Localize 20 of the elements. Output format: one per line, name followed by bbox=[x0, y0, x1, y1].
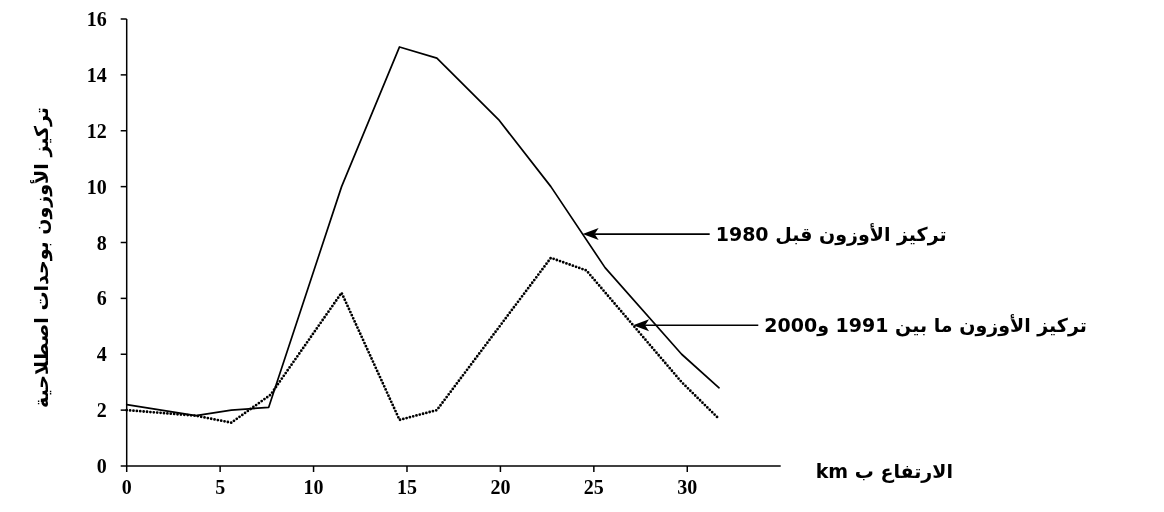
y-tick-label: 6 bbox=[96, 287, 107, 310]
y-tick-label: 12 bbox=[86, 119, 107, 142]
x-tick-label: 20 bbox=[490, 476, 511, 498]
text: تركيز الأوزون ما بين 1991 و2000 bbox=[764, 314, 1087, 338]
x-tick-label: 5 bbox=[215, 476, 226, 498]
text: تركيز الأوزون قبل 1980 bbox=[715, 223, 947, 247]
y-axis-title: تركيز الأوزون بوحدات اصطلاحية bbox=[30, 107, 53, 408]
x-tick-label: 25 bbox=[583, 476, 604, 498]
y-tick-label: 2 bbox=[96, 399, 107, 422]
y-tick-label: 8 bbox=[96, 231, 107, 254]
y-tick-label: 0 bbox=[96, 455, 107, 477]
y-tick-label: 10 bbox=[86, 175, 107, 198]
x-tick-label: 30 bbox=[677, 476, 698, 498]
y-tick-label: 14 bbox=[86, 63, 107, 86]
y-tick-label: 16 bbox=[86, 8, 107, 30]
x-tick-label: 15 bbox=[396, 476, 417, 498]
x-tick-label: 0 bbox=[121, 476, 132, 498]
x-tick-label: 10 bbox=[303, 476, 324, 498]
y-tick-label: 4 bbox=[96, 343, 107, 366]
x-axis-title: الارتفاع ب km bbox=[815, 460, 953, 483]
